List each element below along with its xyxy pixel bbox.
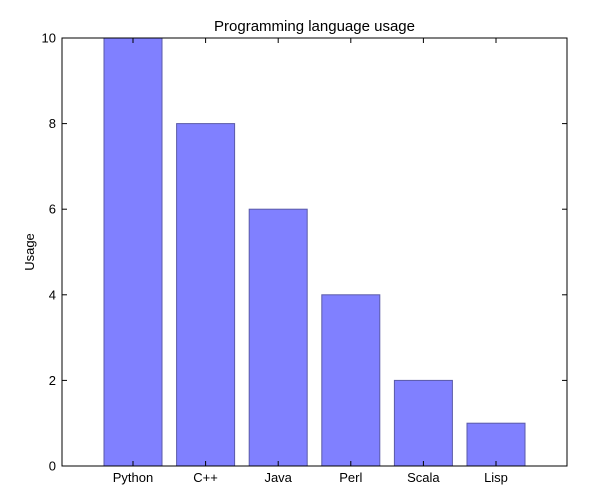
y-tick-label-4: 4 — [49, 287, 56, 302]
bar-java — [248, 208, 308, 467]
y-tick-label-0: 0 — [49, 459, 56, 474]
x-tick-labels: Python C++ Java Perl Scala Lisp — [113, 470, 508, 485]
ticks-group: 0 2 4 6 8 10 — [42, 31, 567, 474]
x-tick-label-scala: Scala — [407, 470, 440, 485]
x-tick-label-lisp: Lisp — [484, 470, 508, 485]
bar-lisp — [466, 422, 526, 467]
bar-python — [103, 37, 163, 467]
y-tick-label-2: 2 — [49, 373, 56, 388]
x-tick-label-perl: Perl — [339, 470, 362, 485]
x-tick-label-cplusplus: C++ — [193, 470, 218, 485]
bars-group — [103, 37, 526, 467]
plot-frame — [61, 37, 568, 467]
chart-title: Programming language usage — [214, 18, 415, 35]
bar-scala — [393, 379, 453, 467]
y-axis-label: Usage — [22, 233, 37, 271]
x-tick-label-python: Python — [113, 470, 153, 485]
bar-perl — [321, 294, 381, 467]
y-tick-label-8: 8 — [49, 116, 56, 131]
y-tick-label-6: 6 — [49, 202, 56, 217]
bar-cplusplus — [176, 123, 236, 467]
y-tick-label-10: 10 — [42, 31, 56, 46]
x-tick-label-java: Java — [264, 470, 292, 485]
